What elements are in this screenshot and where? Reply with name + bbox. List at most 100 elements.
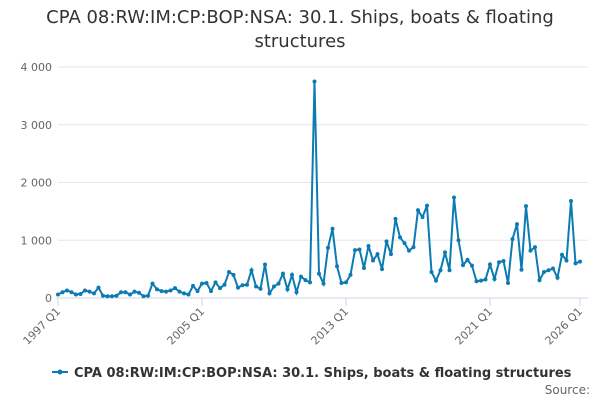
data-point (249, 268, 254, 273)
data-point (137, 290, 141, 295)
data-point (447, 268, 452, 273)
chart-title: CPA 08:RW:IM:CP:BOP:NSA: 30.1. Ships, bo… (46, 7, 554, 52)
data-point (519, 267, 524, 272)
data-point (573, 261, 578, 266)
data-point (375, 252, 380, 257)
y-tick-label: 4 000 (21, 61, 53, 74)
x-tick-label: 2013 Q1 (309, 305, 352, 348)
data-point (290, 272, 294, 277)
data-point (515, 222, 519, 227)
data-point (348, 272, 353, 277)
data-point (389, 252, 393, 257)
data-point (443, 250, 447, 255)
data-point (438, 268, 443, 273)
x-tick-label: 2005 Q1 (165, 305, 208, 348)
data-point (285, 287, 290, 292)
data-point (425, 203, 429, 208)
data-point (501, 259, 506, 264)
data-point (384, 239, 389, 244)
x-tick-label: 2021 Q1 (453, 305, 496, 348)
data-point (555, 275, 560, 280)
data-point (488, 262, 492, 267)
data-point (213, 280, 218, 285)
y-tick-label: 0 (45, 292, 52, 305)
data-point (429, 270, 434, 275)
data-point (110, 294, 114, 299)
data-point (470, 263, 474, 268)
data-point (101, 293, 105, 298)
data-point (434, 278, 438, 283)
data-point (362, 265, 366, 270)
data-point (546, 268, 551, 273)
data-point (569, 198, 573, 203)
data-point (164, 289, 168, 294)
data-point (578, 259, 582, 264)
data-point (353, 248, 357, 253)
data-point (402, 241, 407, 246)
data-point (254, 284, 258, 289)
legend-label: CPA 08:RW:IM:CP:BOP:NSA: 30.1. Ships, bo… (74, 366, 572, 381)
data-point (456, 238, 461, 243)
data-point (533, 245, 537, 250)
data-point (186, 292, 191, 297)
data-point (299, 274, 303, 279)
data-point (123, 290, 128, 295)
data-point (380, 267, 384, 272)
data-point (74, 292, 78, 297)
data-point (195, 289, 200, 294)
data-point (114, 293, 119, 298)
data-point (371, 258, 375, 263)
data-point (461, 263, 465, 268)
data-point (173, 286, 177, 291)
data-point (452, 195, 456, 200)
data-point (497, 260, 501, 265)
data-point (231, 272, 236, 277)
data-point (150, 281, 155, 286)
data-point (263, 262, 267, 267)
data-point (65, 288, 69, 293)
data-point (330, 226, 335, 231)
data-point (240, 283, 245, 288)
data-point (227, 270, 231, 275)
data-point (83, 288, 87, 293)
series-line (57, 81, 581, 298)
data-point (528, 248, 533, 253)
data-point (303, 278, 308, 283)
data-point (398, 235, 402, 240)
data-point (483, 277, 488, 282)
data-point (78, 291, 83, 296)
data-point (339, 280, 344, 285)
data-point (551, 266, 555, 271)
data-point (245, 282, 249, 287)
data-point (204, 280, 209, 285)
data-point (56, 292, 60, 297)
data-point (344, 280, 348, 285)
data-point (218, 286, 222, 291)
y-tick-label: 2 000 (21, 177, 53, 190)
data-point (312, 79, 317, 84)
data-point (479, 278, 483, 283)
data-point (96, 285, 101, 290)
data-point (335, 264, 339, 269)
data-point (276, 281, 281, 286)
data-point (191, 283, 195, 288)
data-point (537, 278, 542, 283)
data-point (258, 286, 263, 291)
data-point (564, 258, 569, 263)
source: Source: (545, 383, 590, 397)
data-point (294, 290, 299, 295)
data-point (168, 288, 173, 293)
data-point (411, 245, 416, 250)
data-point (267, 291, 272, 296)
data-point (407, 248, 411, 253)
data-point (366, 244, 371, 249)
data-point (200, 281, 204, 286)
data-point (416, 208, 420, 213)
data-point (474, 279, 479, 284)
data-point (182, 291, 186, 296)
data-point (132, 289, 137, 294)
data-point (524, 204, 528, 209)
data-point (60, 290, 65, 295)
data-point (272, 284, 276, 289)
